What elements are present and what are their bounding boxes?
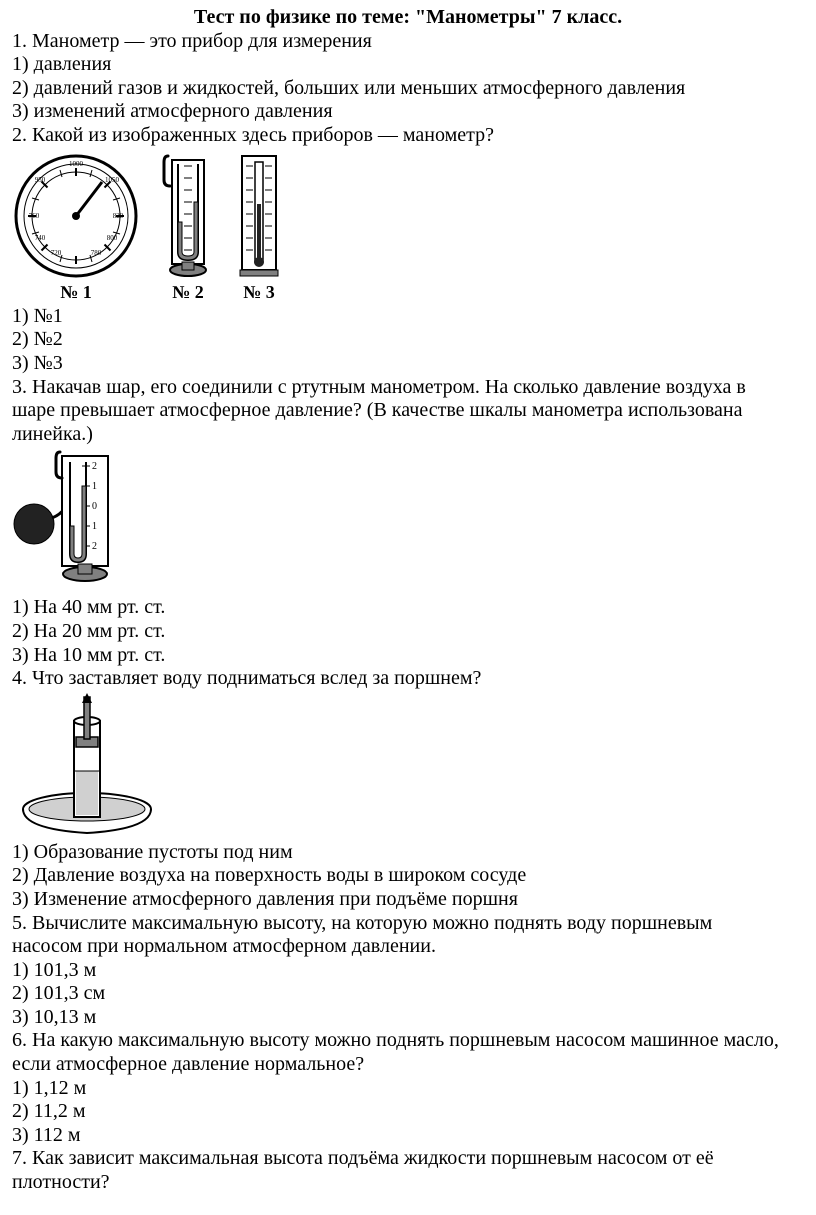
q6-prompt-l1: 6. На какую максимальную высоту можно по… bbox=[12, 1029, 804, 1053]
q7-prompt-l2: плотности? bbox=[12, 1171, 804, 1195]
svg-text:950: 950 bbox=[35, 176, 46, 184]
q6-a2: 2) 11,2 м bbox=[12, 1100, 804, 1124]
piston-bowl-icon bbox=[12, 691, 162, 841]
svg-text:800: 800 bbox=[107, 234, 118, 242]
svg-text:2: 2 bbox=[92, 461, 97, 472]
q1-a3: 3) изменений атмосферного давления bbox=[12, 100, 804, 124]
q2-label-3: № 3 bbox=[243, 282, 275, 303]
q2-device-2: № 2 bbox=[158, 152, 218, 303]
q5-a2: 2) 101,3 см bbox=[12, 982, 804, 1006]
q1-a1: 1) давления bbox=[12, 53, 804, 77]
svg-text:780: 780 bbox=[91, 249, 102, 257]
q2-prompt: 2. Какой из изображенных здесь приборов … bbox=[12, 124, 804, 148]
q4-a1: 1) Образование пустоты под ним bbox=[12, 841, 804, 865]
q5-a3: 3) 10,13 м bbox=[12, 1006, 804, 1030]
svg-text:720: 720 bbox=[51, 249, 62, 257]
q5-a1: 1) 101,3 м bbox=[12, 959, 804, 983]
svg-text:1: 1 bbox=[92, 521, 97, 532]
q3-prompt-l2: шаре превышает атмосферное давление? (В … bbox=[12, 399, 804, 423]
gauge-icon: 1000 1050 950 720 740 760 780 800 820 bbox=[12, 152, 140, 280]
q4-a3: 3) Изменение атмосферного давления при п… bbox=[12, 888, 804, 912]
q2-a2: 2) №2 bbox=[12, 328, 804, 352]
svg-text:2: 2 bbox=[92, 541, 97, 552]
svg-text:1000: 1000 bbox=[69, 160, 84, 168]
q6-a3: 3) 112 м bbox=[12, 1124, 804, 1148]
q2-label-2: № 2 bbox=[172, 282, 204, 303]
q5-prompt-l1: 5. Вычислите максимальную высоту, на кот… bbox=[12, 912, 804, 936]
q3-figure: 2 1 0 1 2 bbox=[12, 446, 804, 596]
q3-prompt-l1: 3. Накачав шар, его соединили с ртутным … bbox=[12, 376, 804, 400]
q2-label-1: № 1 bbox=[60, 282, 92, 303]
q3-prompt-l3: линейка.) bbox=[12, 423, 804, 447]
q4-prompt: 4. Что заставляет воду подниматься вслед… bbox=[12, 667, 804, 691]
svg-text:740: 740 bbox=[35, 234, 46, 242]
q6-prompt-l2: если атмосферное давление нормальное? bbox=[12, 1053, 804, 1077]
svg-text:1: 1 bbox=[92, 481, 97, 492]
q2-a3: 3) №3 bbox=[12, 352, 804, 376]
svg-text:0: 0 bbox=[92, 501, 97, 512]
q2-device-3: № 3 bbox=[236, 152, 282, 303]
q2-device-1: 1000 1050 950 720 740 760 780 800 820 № … bbox=[12, 152, 140, 303]
q4-figure bbox=[12, 691, 804, 841]
q6-a1: 1) 1,12 м bbox=[12, 1077, 804, 1101]
q2-a1: 1) №1 bbox=[12, 305, 804, 329]
q3-a1: 1) На 40 мм рт. ст. bbox=[12, 596, 804, 620]
balloon-manometer-icon: 2 1 0 1 2 bbox=[12, 446, 122, 596]
q2-figure-row: 1000 1050 950 720 740 760 780 800 820 № … bbox=[12, 152, 804, 303]
q3-a2: 2) На 20 мм рт. ст. bbox=[12, 620, 804, 644]
q7-prompt-l1: 7. Как зависит максимальная высота подъё… bbox=[12, 1147, 804, 1171]
utube-icon bbox=[158, 152, 218, 280]
q1-a2: 2) давлений газов и жидкостей, больших и… bbox=[12, 77, 804, 101]
svg-text:820: 820 bbox=[113, 212, 124, 220]
q4-a2: 2) Давление воздуха на поверхность воды … bbox=[12, 864, 804, 888]
page-title: Тест по физике по теме: "Манометры" 7 кл… bbox=[12, 6, 804, 30]
q1-prompt: 1. Манометр — это прибор для измерения bbox=[12, 30, 804, 54]
thermometer-icon bbox=[236, 152, 282, 280]
svg-text:760: 760 bbox=[29, 212, 40, 220]
q5-prompt-l2: насосом при нормальном атмосферном давле… bbox=[12, 935, 804, 959]
svg-text:1050: 1050 bbox=[105, 176, 120, 184]
q3-a3: 3) На 10 мм рт. ст. bbox=[12, 644, 804, 668]
